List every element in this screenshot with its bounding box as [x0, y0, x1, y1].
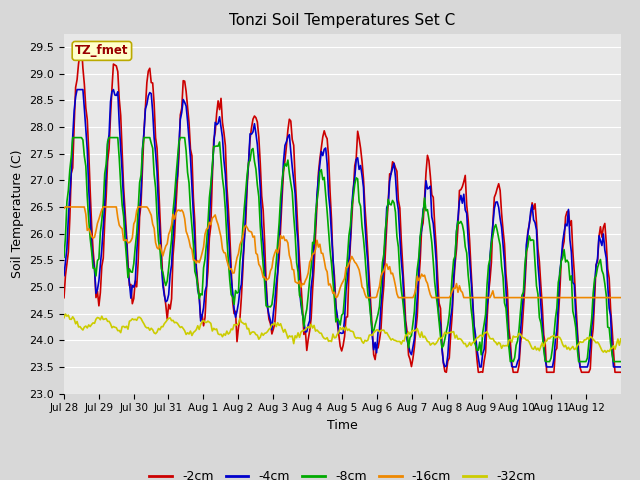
Y-axis label: Soil Temperature (C): Soil Temperature (C) — [11, 149, 24, 278]
Title: Tonzi Soil Temperatures Set C: Tonzi Soil Temperatures Set C — [229, 13, 456, 28]
Text: TZ_fmet: TZ_fmet — [75, 44, 129, 58]
X-axis label: Time: Time — [327, 419, 358, 432]
Legend: -2cm, -4cm, -8cm, -16cm, -32cm: -2cm, -4cm, -8cm, -16cm, -32cm — [145, 465, 540, 480]
